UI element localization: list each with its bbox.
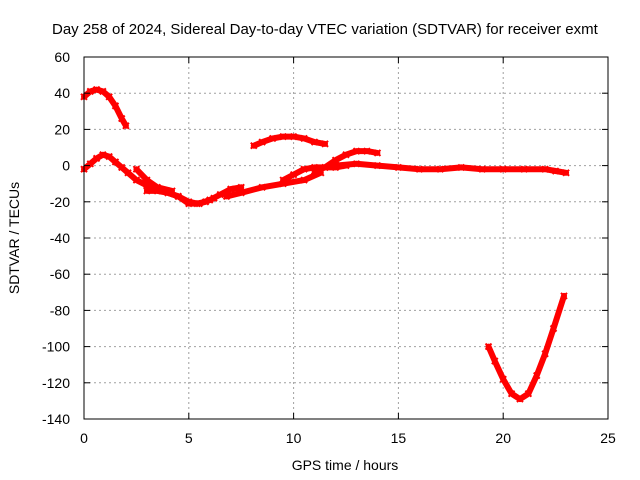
axis-ticks: 0 5 10 15 20 25 60 40 20 0 -20 -40 -60 -80 -100 -120 -14… bbox=[42, 49, 616, 446]
data-point bbox=[250, 141, 258, 150]
x-axis-label: GPS time / hours bbox=[292, 457, 399, 473]
data-point bbox=[484, 342, 493, 351]
chart-title: Day 258 of 2024, Sidereal Day-to-day VTE… bbox=[52, 21, 599, 38]
series-arc-arc-10 bbox=[485, 292, 567, 403]
x-tick-label: 20 bbox=[495, 430, 511, 446]
data-point bbox=[99, 87, 107, 96]
data-point bbox=[111, 102, 120, 110]
data-point bbox=[105, 152, 113, 161]
data-point bbox=[352, 147, 361, 155]
y-axis-label: SDTVAR / TECUs bbox=[6, 182, 22, 294]
data-point bbox=[92, 154, 101, 163]
data-point bbox=[92, 85, 101, 94]
y-tick-label: -120 bbox=[42, 375, 70, 391]
data-point bbox=[478, 165, 486, 173]
data-point bbox=[507, 389, 516, 398]
data-point bbox=[300, 134, 308, 143]
data-point bbox=[105, 93, 113, 101]
data-point bbox=[258, 138, 266, 146]
data-point bbox=[122, 122, 130, 130]
y-tick-label: -140 bbox=[42, 411, 70, 427]
data-point bbox=[118, 114, 126, 123]
series-arc-arc-5 bbox=[223, 169, 324, 200]
data-point bbox=[516, 395, 524, 403]
x-tick-label: 15 bbox=[391, 430, 407, 446]
data-point bbox=[491, 357, 499, 365]
data-point bbox=[300, 165, 308, 173]
grid bbox=[84, 57, 608, 419]
data-point bbox=[373, 161, 382, 170]
data-point bbox=[237, 189, 245, 197]
data-point bbox=[174, 192, 183, 201]
y-tick-label: -60 bbox=[50, 266, 70, 282]
series-arc-arc-3 bbox=[133, 166, 175, 194]
y-tick-label: -40 bbox=[50, 230, 70, 246]
data-point bbox=[499, 375, 507, 383]
data-point bbox=[551, 167, 560, 175]
data-point bbox=[415, 165, 424, 173]
data-point bbox=[436, 165, 445, 173]
data-point bbox=[549, 324, 558, 333]
data-point bbox=[321, 163, 329, 172]
data-point bbox=[118, 163, 126, 172]
x-tick-label: 25 bbox=[600, 430, 616, 446]
data-point bbox=[268, 134, 277, 143]
data-point bbox=[289, 132, 298, 141]
data-point bbox=[363, 147, 371, 155]
data-point bbox=[394, 163, 403, 172]
data-point bbox=[216, 190, 224, 199]
data-point bbox=[352, 160, 361, 168]
data-point bbox=[331, 161, 340, 170]
data-point bbox=[499, 165, 507, 173]
data-point bbox=[111, 158, 120, 166]
data-point bbox=[289, 170, 298, 179]
data-point bbox=[164, 189, 172, 197]
data-point bbox=[132, 176, 141, 184]
y-tick-label: -80 bbox=[50, 302, 70, 318]
data-point bbox=[342, 151, 350, 159]
data-point bbox=[310, 167, 319, 175]
data-point bbox=[533, 371, 541, 380]
data-point bbox=[132, 165, 141, 173]
data-point bbox=[560, 292, 568, 300]
y-tick-label: -100 bbox=[42, 339, 70, 355]
data-point bbox=[222, 192, 231, 201]
data-point bbox=[300, 176, 308, 184]
y-tick-label: 40 bbox=[54, 85, 70, 101]
data-point bbox=[258, 183, 266, 192]
data-point bbox=[206, 196, 214, 204]
x-tick-label: 0 bbox=[80, 430, 88, 446]
x-tick-label: 5 bbox=[185, 430, 193, 446]
data-point bbox=[310, 138, 319, 146]
data-point bbox=[227, 185, 235, 193]
data-point bbox=[524, 389, 533, 398]
y-tick-label: 0 bbox=[62, 158, 70, 174]
data-point bbox=[153, 187, 162, 195]
data-point bbox=[520, 165, 528, 173]
data-point bbox=[541, 165, 549, 173]
data-point bbox=[279, 132, 287, 141]
data-point bbox=[195, 199, 203, 208]
y-tick-label: 60 bbox=[54, 49, 70, 65]
x-tick-label: 10 bbox=[286, 430, 302, 446]
data-series bbox=[80, 85, 570, 403]
data-point bbox=[321, 140, 329, 148]
y-tick-label: 20 bbox=[54, 121, 70, 137]
data-point bbox=[99, 151, 107, 159]
data-point bbox=[562, 169, 570, 177]
data-point bbox=[331, 156, 340, 164]
data-point bbox=[124, 169, 132, 177]
data-point bbox=[143, 176, 151, 184]
data-point bbox=[541, 350, 549, 358]
data-point bbox=[373, 149, 382, 157]
data-point bbox=[143, 187, 151, 195]
series-arc-arc-4 bbox=[143, 184, 245, 207]
data-point bbox=[185, 199, 193, 208]
y-tick-label: -20 bbox=[50, 194, 70, 210]
data-point bbox=[279, 176, 287, 184]
data-point bbox=[457, 163, 465, 172]
